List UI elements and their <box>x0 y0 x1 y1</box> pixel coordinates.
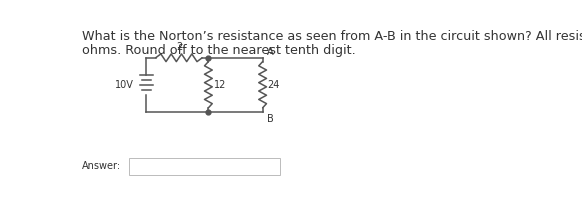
Text: 2: 2 <box>176 42 182 52</box>
Text: 10V: 10V <box>115 80 134 90</box>
Text: What is the Norton’s resistance as seen from A-B in the circuit shown? All resis: What is the Norton’s resistance as seen … <box>82 30 582 43</box>
Text: Answer:: Answer: <box>82 161 121 171</box>
Text: ohms. Round off to the nearest tenth digit.: ohms. Round off to the nearest tenth dig… <box>82 44 356 57</box>
Text: B: B <box>267 114 274 124</box>
Text: 12: 12 <box>214 80 226 90</box>
FancyBboxPatch shape <box>129 158 280 175</box>
Text: 24: 24 <box>267 80 279 90</box>
Text: A: A <box>267 47 274 57</box>
